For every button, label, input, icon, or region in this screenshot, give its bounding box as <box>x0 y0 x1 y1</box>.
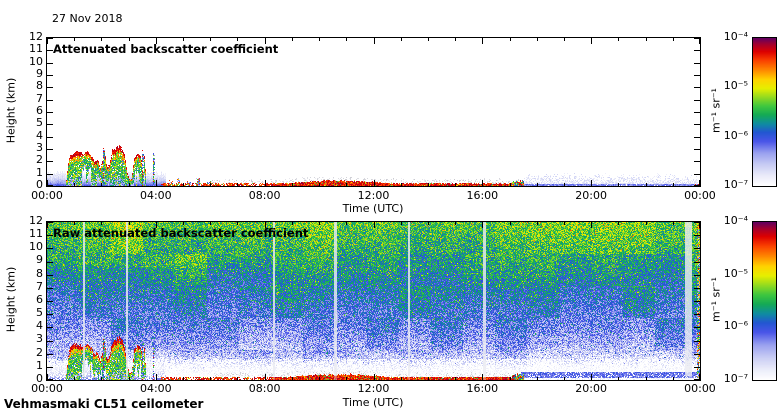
x-tick-label: 20:00 <box>575 189 607 202</box>
y-tick-label: 0 <box>36 371 43 385</box>
x-tick-labels-bottom: 00:00 04:00 08:00 12:00 16:00 20:00 00:00 <box>30 382 717 395</box>
y-tick-label: 12 <box>29 30 43 43</box>
y-tick-label: 11 <box>29 227 43 241</box>
colorbar-tick-label: 10⁻⁷ <box>723 371 748 385</box>
y-tick-label: 9 <box>36 253 43 267</box>
station-label: Vehmasmaki CL51 ceilometer <box>4 397 204 411</box>
colorbar-tick-label: 10⁻⁶ <box>723 128 748 142</box>
y-tick-label: 7 <box>36 279 43 293</box>
y-tick-labels-top: 12 11 10 9 8 7 6 5 4 3 2 1 0 <box>0 31 43 191</box>
x-tick-label: 12:00 <box>357 189 390 202</box>
date-label: 27 Nov 2018 <box>52 12 123 25</box>
colorbar-tick-label: 10⁻⁴ <box>723 30 748 43</box>
x-tick-label: 00:00 <box>31 189 63 202</box>
y-tick-label: 2 <box>36 153 43 167</box>
colorbar-tick-labels-bottom: 10⁻⁴ 10⁻⁵ 10⁻⁶ 10⁻⁷ <box>700 215 748 385</box>
y-tick-label: 10 <box>29 54 43 68</box>
colorbar-tick-label: 10⁻⁷ <box>723 177 748 191</box>
colorbar-bottom-frame <box>752 221 777 381</box>
x-tick-label: 08:00 <box>248 189 281 202</box>
y-tick-label: 1 <box>36 358 43 372</box>
y-tick-label: 7 <box>36 91 43 105</box>
y-tick-label: 8 <box>36 79 43 93</box>
raw-title: Raw attenuated backscatter coefficient <box>53 226 309 240</box>
y-tick-label: 2 <box>36 345 43 359</box>
x-axis-label-bottom: Time (UTC) <box>342 396 404 409</box>
y-tick-label: 6 <box>36 292 43 306</box>
y-tick-label: 11 <box>29 42 43 56</box>
attenuated-panel: Attenuated backscatter coefficient <box>46 37 701 187</box>
x-tick-label: 04:00 <box>139 382 172 395</box>
x-tick-label: 12:00 <box>357 382 390 395</box>
x-axis-label-top: Time (UTC) <box>342 202 404 215</box>
x-tick-label: 16:00 <box>466 189 499 202</box>
y-tick-label: 12 <box>29 214 43 227</box>
colorbar-tick-label: 10⁻⁵ <box>723 266 748 280</box>
colorbar-tick-label: 10⁻⁶ <box>723 319 748 333</box>
colorbar-bottom <box>753 222 776 380</box>
x-tick-label: 08:00 <box>248 382 281 395</box>
x-tick-label: 00:00 <box>684 382 716 395</box>
x-tick-labels-top: 00:00 04:00 08:00 12:00 16:00 20:00 00:00 <box>30 189 717 202</box>
colorbar-tick-labels-top: 10⁻⁴ 10⁻⁵ 10⁻⁶ 10⁻⁷ <box>700 31 748 191</box>
x-tick-label: 00:00 <box>684 189 716 202</box>
y-tick-label: 1 <box>36 165 43 179</box>
x-tick-label: 16:00 <box>466 382 499 395</box>
y-tick-label: 5 <box>36 116 43 130</box>
y-tick-label: 4 <box>36 128 43 142</box>
colorbar-tick-label: 10⁻⁴ <box>723 214 748 227</box>
y-tick-label: 8 <box>36 266 43 280</box>
y-tick-label: 3 <box>36 332 43 346</box>
x-tick-label: 04:00 <box>139 189 172 202</box>
y-tick-label: 9 <box>36 66 43 80</box>
colorbar-top <box>753 38 776 186</box>
colorbar-tick-label: 10⁻⁵ <box>723 79 748 93</box>
raw-panel: Raw attenuated backscatter coefficient <box>46 221 701 381</box>
attenuated-heatmap <box>47 38 700 186</box>
y-tick-label: 3 <box>36 140 43 154</box>
attenuated-title: Attenuated backscatter coefficient <box>53 42 279 56</box>
y-tick-label: 10 <box>29 240 43 254</box>
colorbar-top-frame <box>752 37 777 187</box>
colorbar-units-top: m⁻¹ sr⁻¹ <box>709 88 723 133</box>
y-tick-labels-bottom: 12 11 10 9 8 7 6 5 4 3 2 1 0 <box>0 215 43 385</box>
y-tick-label: 5 <box>36 306 43 320</box>
colorbar-units-bottom: m⁻¹ sr⁻¹ <box>709 277 723 322</box>
y-tick-label: 4 <box>36 319 43 333</box>
raw-heatmap <box>47 222 700 380</box>
y-tick-label: 0 <box>36 177 43 191</box>
y-tick-label: 6 <box>36 103 43 117</box>
x-tick-label: 00:00 <box>31 382 63 395</box>
x-tick-label: 20:00 <box>575 382 607 395</box>
